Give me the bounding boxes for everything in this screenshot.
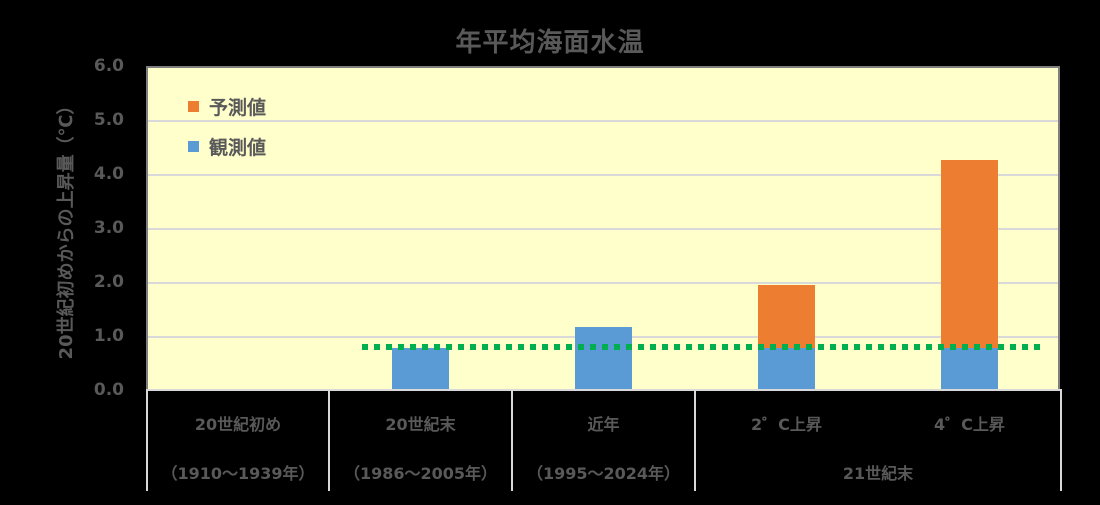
y-tick-1: 1.0 bbox=[93, 326, 124, 346]
category-divider bbox=[1060, 389, 1062, 491]
category-divider bbox=[328, 389, 330, 491]
category-period-20c-end: （1986〜2005年） bbox=[343, 464, 498, 483]
category-divider bbox=[511, 389, 513, 491]
legend-label-observed: 観測値 bbox=[209, 137, 267, 159]
category-label-4c: 4゜C上昇 bbox=[934, 415, 1005, 434]
category-label-recent: 近年 bbox=[587, 415, 620, 434]
chart-title: 年平均海面水温 bbox=[455, 28, 645, 58]
bar-20c-end-observed bbox=[392, 348, 449, 391]
y-tick-5: 5.0 bbox=[93, 110, 124, 130]
category-group-21c-end: 21世紀末 bbox=[842, 464, 914, 483]
category-label-20c-start: 20世紀初め bbox=[194, 415, 282, 434]
category-period-20c-start: （1910〜1939年） bbox=[161, 464, 315, 483]
legend-item-predicted: 予測値 bbox=[188, 93, 266, 120]
category-divider bbox=[146, 389, 148, 491]
gridline-4 bbox=[148, 174, 1058, 176]
legend-swatch-observed bbox=[188, 141, 199, 152]
bar-2c-predicted bbox=[758, 285, 815, 348]
reference-dotted-line bbox=[362, 344, 1042, 350]
bar-4c-predicted bbox=[941, 160, 998, 348]
bar-4c-observed bbox=[941, 348, 998, 391]
category-divider bbox=[694, 389, 696, 491]
plot-area: 予測値 観測値 bbox=[146, 66, 1060, 391]
legend-label-predicted: 予測値 bbox=[209, 97, 267, 119]
bar-recent-observed bbox=[575, 327, 632, 391]
category-label-2c: 2゜C上昇 bbox=[751, 415, 822, 434]
gridline-5 bbox=[148, 120, 1058, 122]
bar-2c-observed bbox=[758, 348, 815, 391]
gridline-3 bbox=[148, 228, 1058, 230]
category-period-recent: （1995〜2024年） bbox=[526, 464, 681, 483]
y-tick-4: 4.0 bbox=[93, 164, 124, 184]
gridline-2 bbox=[148, 282, 1058, 284]
y-tick-6: 6.0 bbox=[93, 56, 124, 76]
category-label-20c-end: 20世紀末 bbox=[385, 415, 456, 434]
x-axis-line bbox=[146, 389, 1062, 391]
y-tick-2: 2.0 bbox=[93, 272, 124, 292]
y-tick-0: 0.0 bbox=[93, 380, 124, 400]
y-axis-label: 20世紀初めからの上昇量（℃） bbox=[56, 96, 77, 360]
legend-swatch-predicted bbox=[188, 101, 199, 112]
y-tick-3: 3.0 bbox=[93, 218, 124, 238]
legend-item-observed: 観測値 bbox=[188, 133, 266, 160]
